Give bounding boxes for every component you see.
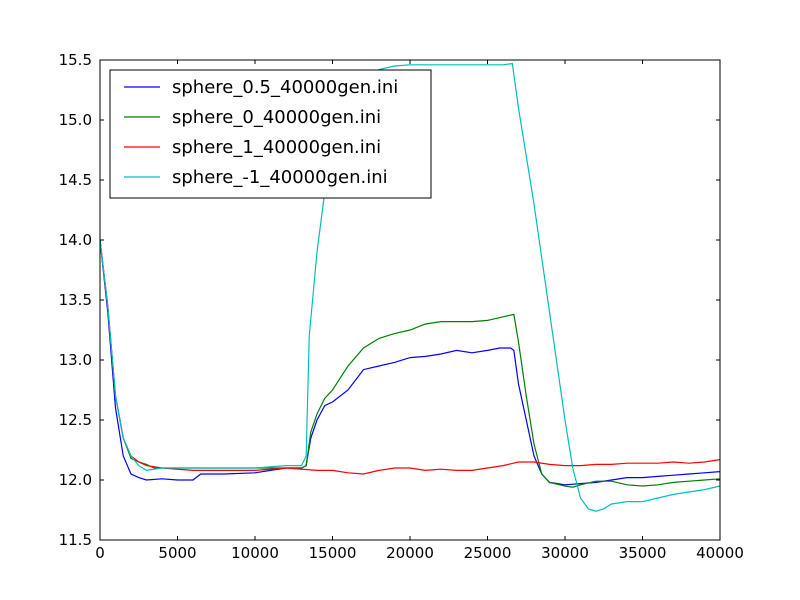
y-tick-label: 13.5 [59,291,92,309]
y-tick-label: 11.5 [59,531,92,549]
y-tick-label: 13.0 [59,351,92,369]
x-tick-label: 25000 [464,544,512,562]
x-tick-label: 30000 [541,544,589,562]
y-tick-label: 15.5 [59,51,92,69]
legend-label: sphere_0.5_40000gen.ini [172,77,398,98]
y-tick-label: 12.0 [59,471,92,489]
x-tick-label: 10000 [231,544,279,562]
x-tick-label: 5000 [158,544,196,562]
legend-box [109,69,432,199]
x-tick-label: 40000 [696,544,744,562]
x-tick-label: 15000 [309,544,357,562]
series-line-3 [100,62,720,512]
y-tick-label: 12.5 [59,411,92,429]
legend: sphere_0.5_40000gen.ini sphere_0_40000gen… [109,69,432,199]
y-tick-label: 15.0 [59,111,92,129]
legend-label: sphere_0_40000gen.ini [172,107,381,128]
x-tick-label: 0 [95,544,105,562]
series-layer [100,62,720,512]
series-line-2 [100,239,720,475]
y-tick-label: 14.5 [59,171,92,189]
legend-label: sphere_1_40000gen.ini [172,137,381,158]
ticks-layer: 0 5000 10000 15000 20000 25000 30000 35000 40000… [59,51,744,562]
legend-label: sphere_-1_40000gen.ini [172,167,388,188]
series-line-0 [100,239,720,486]
y-tick-label: 14.0 [59,231,92,249]
x-tick-label: 20000 [386,544,434,562]
x-tick-label: 35000 [619,544,667,562]
